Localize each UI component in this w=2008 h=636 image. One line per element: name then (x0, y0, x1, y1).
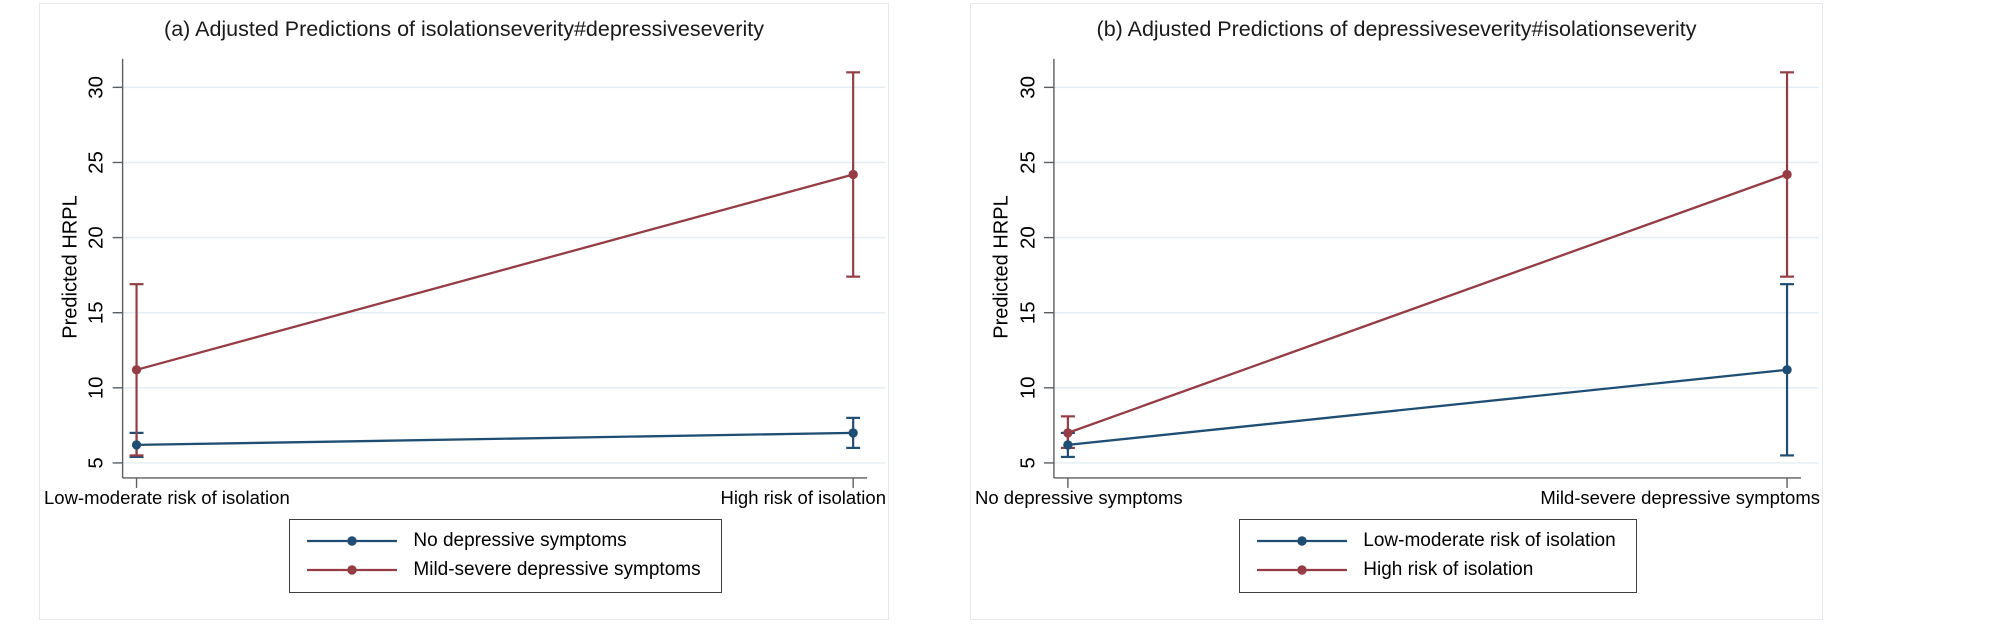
legend-label: Mild-severe depressive symptoms (413, 559, 701, 580)
panel-a-xtick-label-low-moderate-risk: Low-moderate risk of isolation (44, 487, 290, 508)
y-tick-label: 20 (86, 226, 108, 249)
panel-a: (a) Adjusted Predictions of isolationsev… (39, 3, 889, 620)
series-line (136, 173, 854, 371)
y-tick-label: 5 (86, 457, 108, 468)
legend-line-sample-red (1257, 565, 1348, 575)
legend-line-sample-blue (1257, 536, 1348, 546)
panel-a-legend-wrap: No depressive symptoms Mild-severe depre… (123, 519, 888, 593)
panel-a-legend: No depressive symptoms Mild-severe depre… (289, 519, 722, 593)
y-tick-label: 15 (86, 301, 108, 324)
panel-a-xtick-label-high-risk: High risk of isolation (720, 487, 886, 508)
legend-row: Low-moderate risk of isolation (1256, 530, 1616, 552)
data-point (1782, 365, 1792, 375)
data-point (1063, 440, 1073, 450)
series-line (136, 431, 854, 447)
y-tick-label: 20 (1016, 226, 1039, 249)
panel-b: (b) Adjusted Predictions of depressivese… (970, 3, 1823, 620)
legend-row: Mild-severe depressive symptoms (306, 559, 701, 581)
y-tick-label: 30 (86, 76, 108, 99)
panel-a-plot-area: 5 10 15 20 25 30 (86, 58, 886, 488)
legend-label: Low-moderate risk of isolation (1363, 530, 1616, 551)
data-point (848, 169, 858, 180)
data-point (1063, 428, 1073, 438)
y-tick-label: 25 (86, 151, 108, 174)
y-tick-label: 10 (1016, 376, 1039, 399)
y-tick-label: 10 (86, 376, 108, 399)
legend-line-sample-red (307, 565, 398, 575)
series-line (1067, 368, 1788, 447)
legend-row: No depressive symptoms (306, 530, 700, 552)
legend-label: High risk of isolation (1363, 559, 1534, 580)
y-tick-label: 15 (1016, 301, 1039, 324)
y-tick-label: 30 (1016, 76, 1039, 99)
panel-b-xtick-label-mild-severe: Mild-severe depressive symptoms (1540, 487, 1820, 508)
panel-b-xtick-label-no-depressive: No depressive symptoms (975, 487, 1183, 508)
data-point (848, 428, 858, 438)
y-tick-label: 25 (1016, 151, 1039, 174)
panel-b-title: (b) Adjusted Predictions of depressivese… (1096, 17, 1697, 41)
legend-line-sample-blue (307, 536, 398, 546)
legend-label: No depressive symptoms (413, 530, 627, 551)
data-point (131, 365, 142, 375)
series-line (1067, 173, 1788, 434)
data-point (1782, 169, 1792, 180)
legend-row: High risk of isolation (1256, 559, 1615, 581)
panel-b-plot-area: 5 10 15 20 25 30 (1016, 58, 1820, 488)
data-point (131, 440, 142, 450)
panel-b-legend-wrap: Low-moderate risk of isolation High risk… (1054, 519, 1822, 593)
panel-a-title: (a) Adjusted Predictions of isolationsev… (164, 17, 764, 41)
panel-b-legend: Low-moderate risk of isolation High risk… (1239, 519, 1637, 593)
y-tick-label: 5 (1016, 457, 1039, 468)
